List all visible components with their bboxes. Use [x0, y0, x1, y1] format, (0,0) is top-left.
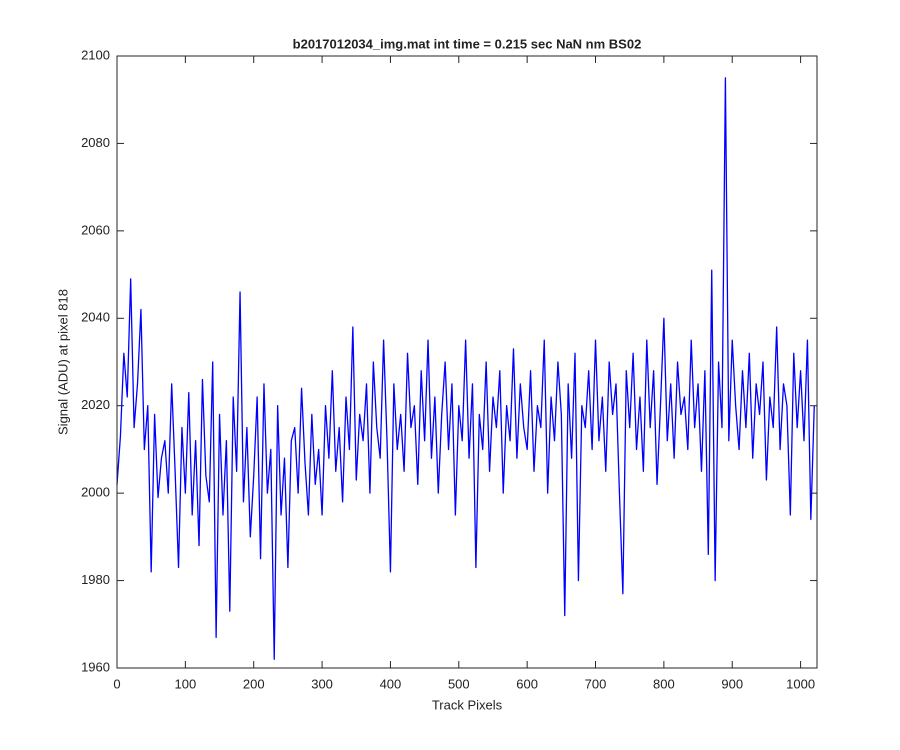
- y-tick-label: 2100: [81, 47, 110, 62]
- y-tick-label: 2080: [81, 135, 110, 150]
- x-tick-label: 900: [721, 676, 743, 691]
- y-tick-label: 1980: [81, 572, 110, 587]
- x-tick-label: 800: [653, 676, 675, 691]
- axes-box: [116, 55, 818, 669]
- y-axis-label: Signal (ADU) at pixel 818: [55, 289, 70, 435]
- x-tick-label: 0: [113, 676, 120, 691]
- y-tick-label: 1960: [81, 659, 110, 674]
- y-tick-label: 2020: [81, 397, 110, 412]
- x-tick-label: 500: [448, 676, 470, 691]
- x-tick-label: 300: [311, 676, 333, 691]
- x-tick-label: 400: [380, 676, 402, 691]
- data-line: [116, 77, 815, 660]
- y-tick-label: 2040: [81, 310, 110, 325]
- x-tick-label: 1000: [786, 676, 815, 691]
- x-axis-label: Track Pixels: [432, 697, 503, 712]
- plot-area: [117, 56, 817, 668]
- x-tick-label: 200: [243, 676, 265, 691]
- x-tick-label: 700: [585, 676, 607, 691]
- x-tick-label: 600: [516, 676, 538, 691]
- chart-title: b2017012034_img.mat int time = 0.215 sec…: [293, 36, 642, 51]
- y-tick-label: 2000: [81, 485, 110, 500]
- y-tick-label: 2060: [81, 222, 110, 237]
- x-tick-label: 100: [175, 676, 197, 691]
